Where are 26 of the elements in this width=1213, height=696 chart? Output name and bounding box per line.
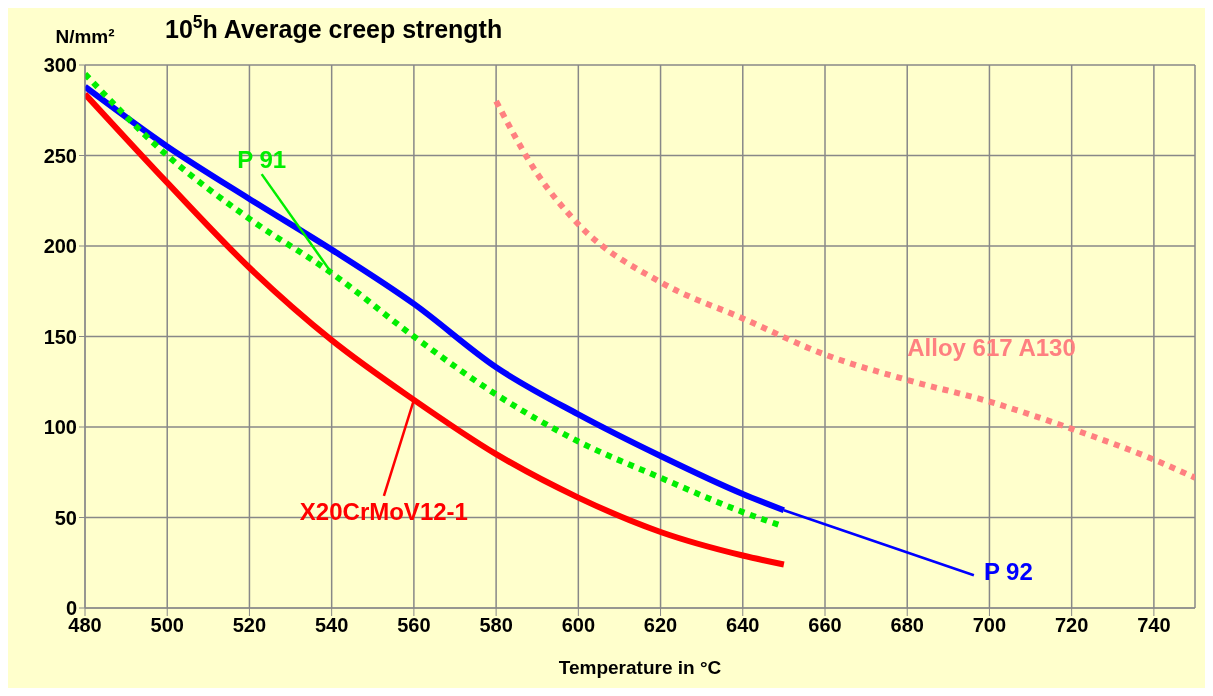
x-tick-label: 700 xyxy=(972,614,1007,637)
text: P 92 xyxy=(983,558,1033,586)
x-tick-label: 560 xyxy=(397,614,431,637)
chart-title: 10$^{5}$h Average creep strength xyxy=(165,12,503,43)
x-tick-label: 680 xyxy=(890,614,924,637)
x-axis-title: Temperature in °C xyxy=(558,657,722,678)
y-tick-label: 150 xyxy=(43,325,77,348)
x-tick-label: 540 xyxy=(314,614,349,637)
x-tick-label: 620 xyxy=(643,614,678,637)
x-tick-label: 500 xyxy=(150,614,184,637)
y-tick-label: 200 xyxy=(43,235,77,258)
y-tick-label: 50 xyxy=(54,506,77,529)
y-axis-title: N/mm² xyxy=(55,26,115,47)
x-tick-label: 660 xyxy=(808,614,842,637)
x-tick-label: 480 xyxy=(68,614,102,637)
y-tick-label: 300 xyxy=(43,54,77,77)
x-tick-label: 520 xyxy=(232,614,267,637)
y-tick-label: 100 xyxy=(43,416,77,439)
x-tick-label: 580 xyxy=(479,614,513,637)
y-tick-label: 250 xyxy=(43,144,77,167)
x-tick-label: 720 xyxy=(1054,614,1089,637)
x-tick-label: 640 xyxy=(726,614,760,637)
x-tick-label: 600 xyxy=(561,614,596,637)
x-tick-label: 740 xyxy=(1137,614,1171,637)
series-label: P 91 xyxy=(237,146,287,174)
text: X20CrMoV12-1 xyxy=(299,497,468,525)
